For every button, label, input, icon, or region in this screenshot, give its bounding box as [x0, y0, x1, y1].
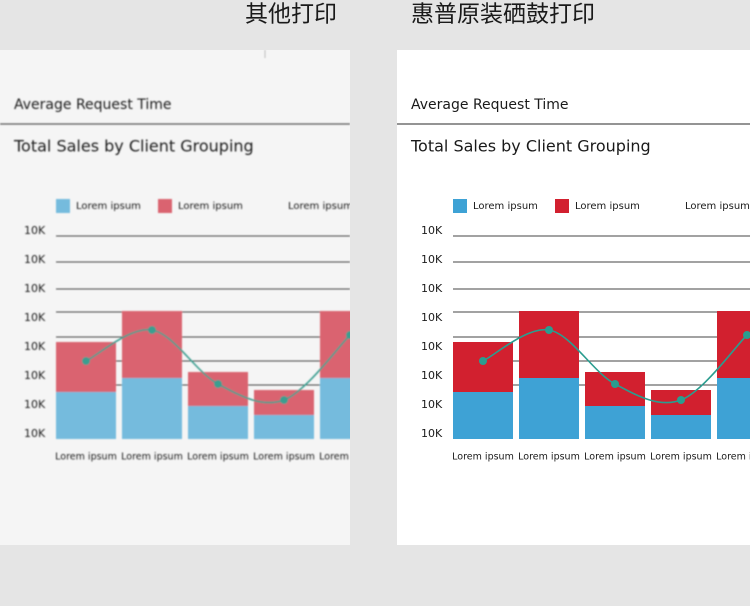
- x-tick-label: Lorem ipsum: [121, 452, 183, 463]
- bar-segment: [188, 406, 248, 439]
- legend-label: Lorem ipsum: [575, 201, 640, 212]
- legend-swatch: [56, 199, 70, 213]
- bar-segment: [519, 311, 579, 378]
- bar-segment: [188, 372, 248, 406]
- y-tick-label: 10K: [24, 340, 46, 353]
- panel-title: Average Request Time: [411, 97, 569, 113]
- chart-title: Total Sales by Client Grouping: [13, 137, 254, 156]
- legend-label: Lorem ipsum: [473, 201, 538, 212]
- x-tick-label: Lorem ipsum: [452, 452, 514, 463]
- y-tick-label: 10K: [421, 340, 443, 353]
- y-tick-label: 10K: [24, 224, 46, 237]
- legend-swatch: [453, 199, 467, 213]
- y-tick-label: 10K: [24, 398, 46, 411]
- y-tick-label: 10K: [24, 427, 46, 440]
- caption: 其他打印: [245, 2, 337, 28]
- x-tick-label: Lorem ipsum: [187, 452, 249, 463]
- bar-segment: [56, 342, 116, 392]
- x-tick-label: Lorem ipsum: [55, 452, 117, 463]
- bar-segment: [585, 406, 645, 439]
- x-tick-label: Lorem ipsum: [650, 452, 712, 463]
- legend-label: Lorem ipsum: [288, 201, 353, 212]
- legend-swatch: [555, 199, 569, 213]
- line-point: [82, 357, 90, 365]
- y-tick-label: 10K: [421, 398, 443, 411]
- y-tick-label: 10K: [421, 427, 443, 440]
- line-point: [479, 357, 487, 365]
- bar-segment: [122, 311, 182, 378]
- legend-label: Lorem ipsum: [76, 201, 141, 212]
- bar-segment: [56, 392, 116, 439]
- line-point: [280, 396, 288, 404]
- chart-title: Total Sales by Client Grouping: [410, 137, 651, 156]
- x-tick-label: Lorem ipsum: [716, 452, 750, 463]
- bar-segment: [453, 342, 513, 392]
- x-tick-label: Lorem ipsum: [584, 452, 646, 463]
- panel-background: [397, 50, 750, 545]
- y-tick-label: 10K: [421, 282, 443, 295]
- panel-background: [0, 50, 350, 545]
- bar-segment: [651, 415, 711, 439]
- y-tick-label: 10K: [421, 369, 443, 382]
- panel: Average Request Time Total Sales by Clien…: [397, 50, 750, 545]
- bar-segment: [320, 311, 350, 378]
- bar-segment: [320, 378, 350, 439]
- bar-segment: [453, 392, 513, 439]
- bar-segment: [519, 378, 579, 439]
- x-tick-label: Lorem ipsum: [518, 452, 580, 463]
- y-tick-label: 10K: [24, 253, 46, 266]
- y-tick-label: 10K: [24, 369, 46, 382]
- panel-content: Average Request Time Total Sales by Clien…: [397, 97, 750, 463]
- bar-segment: [717, 311, 750, 378]
- bar-segment: [585, 372, 645, 406]
- bar-segment: [254, 415, 314, 439]
- y-tick-label: 10K: [24, 282, 46, 295]
- y-tick-label: 10K: [421, 253, 443, 266]
- legend-label: Lorem ipsum: [178, 201, 243, 212]
- y-tick-label: 10K: [421, 224, 443, 237]
- x-tick-label: Lorem ipsum: [253, 452, 315, 463]
- line-point: [148, 326, 156, 334]
- line-point: [743, 331, 750, 339]
- x-tick-label: Lorem ipsum: [319, 452, 381, 463]
- line-point: [611, 380, 619, 388]
- legend-swatch: [158, 199, 172, 213]
- y-tick-label: 10K: [24, 311, 46, 324]
- caption: 惠普原装硒鼓打印: [411, 2, 595, 28]
- bar-segment: [717, 378, 750, 439]
- line-point: [677, 396, 685, 404]
- line-point: [545, 326, 553, 334]
- bar-segment: [122, 378, 182, 439]
- line-point: [346, 331, 350, 339]
- legend-label: Lorem ipsum: [685, 201, 750, 212]
- y-tick-label: 10K: [421, 311, 443, 324]
- panel-title: Average Request Time: [14, 97, 172, 113]
- line-point: [214, 380, 222, 388]
- panel: Average Request Time Total Sales by Clien…: [0, 50, 381, 545]
- panel-content: Average Request Time Total Sales by Clien…: [0, 50, 381, 463]
